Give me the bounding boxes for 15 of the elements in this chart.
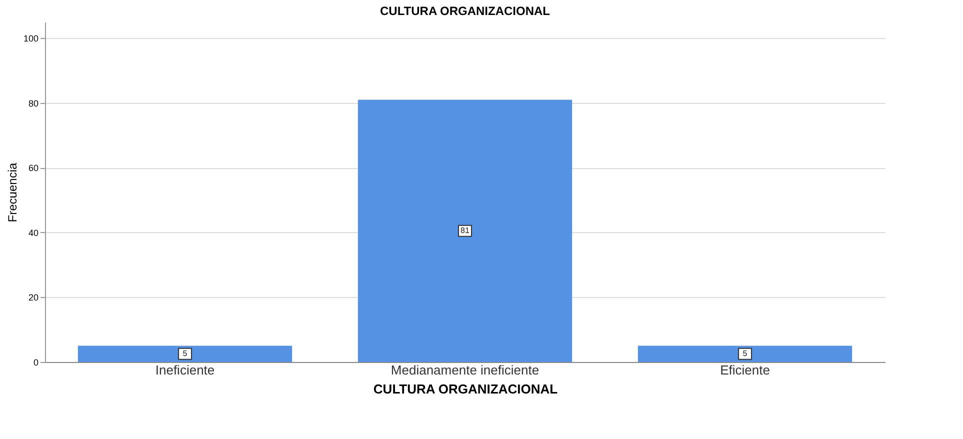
y-axis-title: Frecuencia [5,162,20,222]
x-tick-label: Eficiente [720,362,770,378]
y-tick-label: 20 [28,292,38,303]
y-tick-label: 0 [33,358,38,368]
data-label: 5 [182,348,188,358]
x-axis-title: CULTURA ORGANIZACIONAL [373,382,558,396]
x-tick-label: Ineficiente [155,362,215,378]
y-tick-label: 80 [28,98,38,108]
y-tick-label: 60 [28,163,38,174]
chart-title: CULTURA ORGANIZACIONAL [380,4,550,18]
y-tick-label: 40 [28,228,38,238]
data-label: 5 [742,348,748,358]
x-tick-label: Medianamente ineficiente [390,362,540,378]
data-label: 81 [460,226,470,235]
y-tick-label: 100 [23,34,38,44]
